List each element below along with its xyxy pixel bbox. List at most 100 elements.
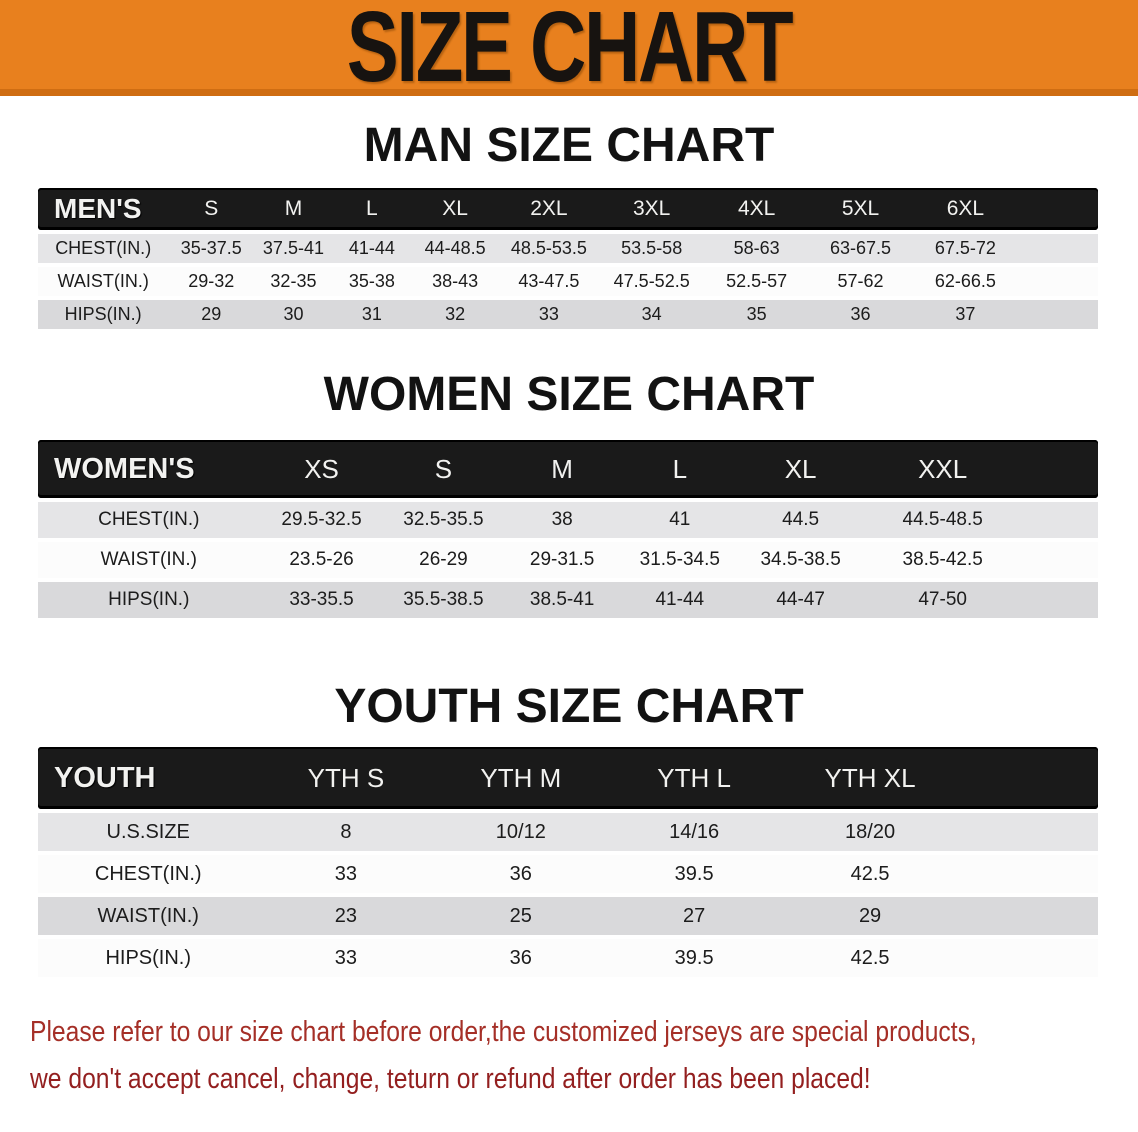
measurement-value: 47.5-52.5 (598, 267, 705, 296)
measurement-row: HIPS(IN.) 29 30 31 32 33 34 35 36 37 (38, 300, 1098, 329)
row-spacer (960, 855, 1098, 893)
measurement-value: 34 (598, 300, 705, 329)
measurement-row-label: CHEST(IN.) (38, 502, 260, 538)
measurement-value: 39.5 (608, 939, 780, 977)
measurement-value: 36 (433, 939, 609, 977)
size-column-header: M (254, 188, 333, 230)
header-spacer (960, 747, 1098, 809)
measurement-value: 67.5-72 (912, 234, 1019, 263)
measurement-value: 37 (912, 300, 1019, 329)
measurement-value: 44-48.5 (411, 234, 500, 263)
measurement-value: 33 (258, 939, 434, 977)
measurement-value: 8 (258, 813, 434, 851)
measurement-value: 30 (254, 300, 333, 329)
size-column-header: 3XL (598, 188, 705, 230)
measurement-value: 26-29 (383, 542, 504, 578)
measurement-value: 31 (332, 300, 412, 329)
measurement-row-label: WAIST(IN.) (38, 267, 169, 296)
order-policy-line-1: Please refer to our size chart before or… (30, 1016, 977, 1048)
measurement-value: 35 (704, 300, 809, 329)
measurement-row: U.S.SIZE 8 10/12 14/16 18/20 (38, 813, 1098, 851)
measurement-value: 29 (168, 300, 255, 329)
size-column-header: XXL (862, 440, 1023, 498)
table-corner-label: WOMEN'S (38, 440, 260, 498)
row-spacer (960, 939, 1098, 977)
measurement-value: 34.5-38.5 (738, 542, 863, 578)
youth-size-table: YOUTH YTH S YTH M YTH L YTH XL U.S.SIZE 8 10/12… (38, 743, 1098, 981)
measurement-value: 31.5-34.5 (620, 542, 739, 578)
size-column-header: 2XL (499, 188, 599, 230)
measurement-row: CHEST(IN.) 35-37.5 37.5-41 41-44 44-48.5 48.5… (38, 234, 1098, 263)
size-column-header: 6XL (912, 188, 1019, 230)
measurement-value: 33-35.5 (259, 582, 384, 618)
row-spacer (1022, 582, 1098, 618)
banner-title: SIZE CHART (346, 0, 794, 96)
measurement-row: WAIST(IN.) 29-32 32-35 35-38 38-43 43-47.5 47.… (38, 267, 1098, 296)
size-column-header: 5XL (808, 188, 913, 230)
measurement-value: 47-50 (862, 582, 1023, 618)
size-header-row: YOUTH YTH S YTH M YTH L YTH XL (38, 747, 1098, 809)
size-column-header: YTH XL (779, 747, 961, 809)
measurement-row-label: CHEST(IN.) (38, 234, 169, 263)
measurement-value: 32.5-35.5 (383, 502, 504, 538)
youth-size-chart-heading: YOUTH SIZE CHART (334, 680, 804, 733)
measurement-value: 38.5-41 (503, 582, 621, 618)
measurement-row: WAIST(IN.) 23.5-26 26-29 29-31.5 31.5-34.5 34… (38, 542, 1098, 578)
size-column-header: L (620, 440, 739, 498)
measurement-row: HIPS(IN.) 33 36 39.5 42.5 (38, 939, 1098, 977)
measurement-value: 44.5-48.5 (862, 502, 1023, 538)
measurement-row-label: WAIST(IN.) (38, 897, 259, 935)
row-spacer (1022, 542, 1098, 578)
measurement-value: 29.5-32.5 (259, 502, 384, 538)
measurement-value: 37.5-41 (254, 234, 333, 263)
order-policy-line-2: we don't accept cancel, change, teturn o… (30, 1063, 871, 1095)
measurement-value: 29 (779, 897, 961, 935)
measurement-value: 35.5-38.5 (383, 582, 504, 618)
measurement-value: 27 (608, 897, 780, 935)
size-header-row: MEN'S S M L XL 2XL 3XL 4XL 5XL 6XL (38, 188, 1098, 230)
header-spacer (1018, 188, 1098, 230)
measurement-value: 10/12 (433, 813, 609, 851)
measurement-value: 58-63 (704, 234, 809, 263)
measurement-value: 44.5 (738, 502, 863, 538)
measurement-value: 48.5-53.5 (499, 234, 599, 263)
row-spacer (1018, 234, 1098, 263)
size-column-header: XL (411, 188, 500, 230)
size-column-header: S (168, 188, 255, 230)
measurement-row-label: HIPS(IN.) (38, 300, 169, 329)
size-column-header: M (503, 440, 621, 498)
measurement-value: 42.5 (779, 855, 961, 893)
row-spacer (1018, 267, 1098, 296)
size-column-header: YTH M (433, 747, 609, 809)
size-column-header: XL (738, 440, 863, 498)
size-column-header: S (383, 440, 504, 498)
measurement-value: 18/20 (779, 813, 961, 851)
measurement-value: 44-47 (738, 582, 863, 618)
women-size-table: WOMEN'S XS S M L XL XXL CHEST(IN.) 29.5-32.5 32.5… (38, 436, 1098, 622)
measurement-value: 23.5-26 (259, 542, 384, 578)
measurement-value: 35-38 (332, 267, 412, 296)
measurement-value: 52.5-57 (704, 267, 809, 296)
measurement-value: 36 (433, 855, 609, 893)
measurement-value: 23 (258, 897, 434, 935)
row-spacer (960, 897, 1098, 935)
measurement-value: 14/16 (608, 813, 780, 851)
size-chart-banner: SIZE CHART (0, 0, 1138, 96)
size-header-row: WOMEN'S XS S M L XL XXL (38, 440, 1098, 498)
women-size-chart-heading: WOMEN SIZE CHART (323, 368, 815, 421)
measurement-value: 25 (433, 897, 609, 935)
measurement-row-label: CHEST(IN.) (38, 855, 259, 893)
measurement-row-label: U.S.SIZE (38, 813, 259, 851)
table-corner-label: YOUTH (38, 747, 259, 809)
measurement-value: 57-62 (808, 267, 913, 296)
measurement-value: 42.5 (779, 939, 961, 977)
measurement-value: 36 (808, 300, 913, 329)
measurement-value: 32-35 (254, 267, 333, 296)
size-column-header: 4XL (704, 188, 809, 230)
measurement-value: 29-32 (168, 267, 255, 296)
size-column-header: L (332, 188, 412, 230)
measurement-value: 41-44 (620, 582, 739, 618)
measurement-value: 41-44 (332, 234, 412, 263)
measurement-row: WAIST(IN.) 23 25 27 29 (38, 897, 1098, 935)
order-policy-notice: Please refer to our size chart before or… (0, 1009, 1138, 1103)
